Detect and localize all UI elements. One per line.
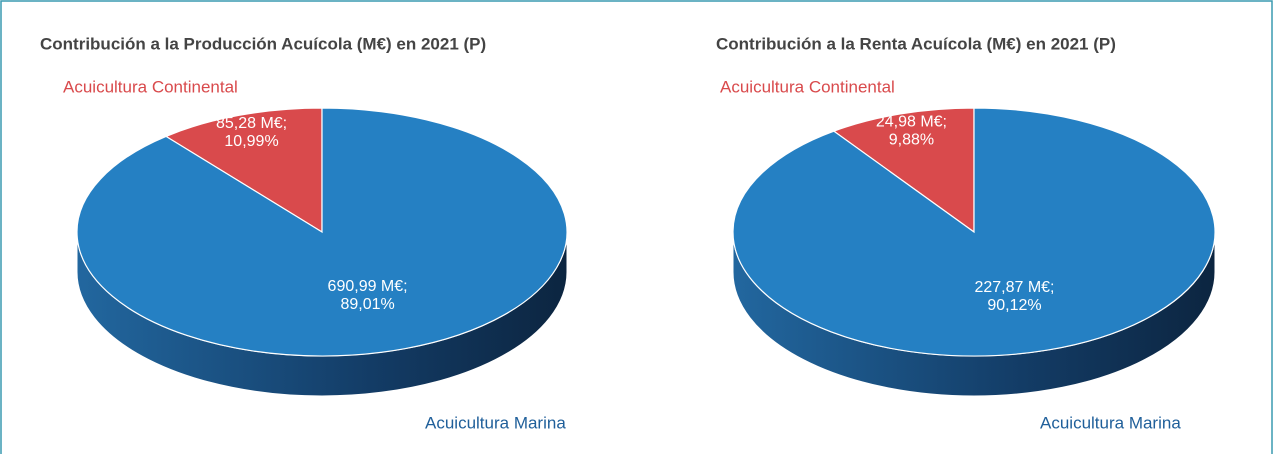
legend-label: Acuicultura Continental (63, 77, 238, 96)
pie-slice (76, 107, 568, 357)
pie-slice (832, 107, 975, 234)
data-label: 24,98 M€; 9,88% (876, 114, 947, 149)
legend-label: Acuicultura Marina (1040, 413, 1181, 432)
legend-label: Acuicultura Marina (425, 413, 566, 432)
pie-slice (732, 107, 1216, 357)
chart-title: Contribución a la Renta Acuícola (M€) en… (716, 34, 1116, 53)
data-label: 85,28 M€; 10,99% (216, 115, 287, 150)
data-label: 227,87 M€; 90,12% (974, 279, 1054, 314)
data-label: 690,99 M€; 89,01% (328, 278, 408, 313)
chart-title: Contribución a la Producción Acuícola (M… (40, 34, 486, 53)
legend-label: Acuicultura Continental (720, 77, 895, 96)
pie-slice (164, 107, 323, 234)
